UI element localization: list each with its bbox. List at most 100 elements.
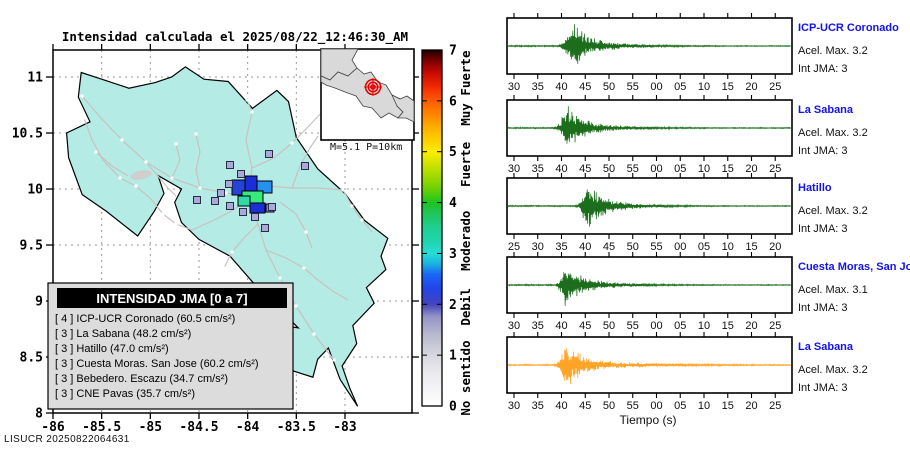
trace-tick-label: 20 [745,400,757,412]
trace-int-jma: Int JMA: 3 [798,145,848,157]
trace-tick-label: 10 [698,320,710,332]
trace-tick-label: 50 [603,163,615,175]
trace-tick-label: 05 [674,163,686,175]
trace-tick-label: 15 [745,241,757,253]
intensity-cell [249,202,266,214]
trace-tick-label: 25 [769,400,781,412]
colorbar-category-label: No sentido [458,340,473,415]
epicenter-bullseye-icon [367,81,379,93]
map-frame [52,49,413,414]
trace-tick-label: 10 [722,241,734,253]
trace-tick-label: 40 [555,400,567,412]
colorbar-category-label: Muy Fuerte [458,50,473,126]
station-square [193,196,201,204]
trace-tick-label: 15 [722,320,734,332]
trace-tick-label: 30 [508,163,520,175]
trace-acel-max: Acel. Max. 3.2 [798,205,868,217]
colorbar-number: 3 [449,247,457,262]
trace-tick-label: 40 [555,320,567,332]
trace-tick-label: 30 [508,400,520,412]
trace-tick-label: 25 [769,163,781,175]
station-square [239,208,247,216]
station-square [226,161,234,169]
trace-tick-label: 45 [579,320,591,332]
trace-tick-label: 55 [627,320,639,332]
seismogram-3: 25 30 35 40 45 50 55 00 05 10 15 20 [506,173,793,253]
trace-tick-label: 15 [722,400,734,412]
epicenter-inset-map [320,48,415,141]
epicenter-bullseye-icon [364,78,382,96]
colorbar-number: 5 [449,145,457,160]
station-square [237,170,245,178]
trace-tick-label: 45 [579,400,591,412]
trace-tick-label: 30 [532,241,544,253]
trace-station-name: La Sabana [798,341,854,353]
trace-tick-label: 20 [745,320,757,332]
colorbar-number: 4 [449,196,457,211]
trace-tick-label: 55 [627,400,639,412]
intensity-cell [237,195,251,207]
legend-title: INTENSIDAD JMA [0 a 7] [96,291,247,306]
legend-row: [ 3 ] Hatillo (47.0 cm/s²) [55,343,169,355]
trace-tick-label: 50 [603,320,615,332]
seismogram-4: 30 35 40 45 50 55 00 05 10 15 20 25 [506,252,793,332]
intensity-legend: [ 4 ] ICP-UCR Coronado (60.5 cm/s²) [ 3 ]… [47,282,294,410]
trace-tick-label: 20 [769,241,781,253]
trace-tick-label: 05 [698,241,710,253]
trace-tick-label: 25 [769,81,781,93]
trace-tick-label: 20 [745,81,757,93]
colorbar-number: 0 [449,400,457,415]
station-square [217,189,225,197]
y-tick-label: 11 [27,71,43,86]
trace-tick-label: 55 [627,163,639,175]
waveform-trace [507,272,791,306]
trace-tick-label: 45 [579,81,591,93]
x-tick-label: -86 [41,420,65,435]
station-square [226,202,234,210]
y-tick-label: 8 [35,407,43,422]
x-tick-label: -84.5 [179,420,218,435]
trace-tick-label: 35 [532,400,544,412]
x-tick-label: -85.5 [82,420,121,435]
trace-tick-label: 25 [508,241,520,253]
trace-tick-label: 50 [603,400,615,412]
trace-station-name: Cuesta Moras, San Jose [798,261,910,273]
waveform-trace [507,24,791,64]
x-tick-label: -84 [236,420,260,435]
seismogram-5: 30 35 40 45 50 55 00 05 10 15 20 25 [506,332,793,412]
trace-tick-label: 00 [674,241,686,253]
x-tick-label: -83 [333,420,356,435]
intensity-map-figure: -86 -85.5 -85 -84.5 -84 -83.5 -8388.599.51010.… [12,29,473,435]
station-square [225,180,233,188]
figure-title: Intensidad calculada el 2025/08/22_12:46… [62,29,408,45]
trace-tick-label: 40 [555,163,567,175]
y-tick-label: 9 [35,295,43,310]
station-square [268,203,276,211]
trace-int-jma: Int JMA: 3 [798,382,848,394]
y-tick-label: 9.5 [20,239,43,254]
station-markers [193,150,309,232]
intensity-cell [244,175,258,192]
trace-int-jma: Int JMA: 3 [798,223,848,235]
seismogram-1: 30 35 40 45 50 55 00 05 10 15 20 25 [506,13,793,93]
y-tick-label: 10 [27,183,43,198]
trace-station-name: Hatillo [798,182,832,194]
station-square [251,213,259,221]
magnitude-depth-label: M=5.1 P=10km [330,142,402,153]
legend-row: [ 3 ] Cuesta Moras. San Jose (60.2 cm/s²… [55,358,259,370]
intensity-colorbar: 7 6 5 4 3 2 1 0 No sentido Debil Moderado Fuerte Muy… [421,44,473,416]
trace-tick-label: 25 [769,320,781,332]
trace-tick-label: 15 [722,81,734,93]
trace-tick-label: 55 [627,81,639,93]
colorbar-number: 2 [449,298,457,313]
trace-tick-label: 05 [674,400,686,412]
trace-tick-label: 45 [603,241,615,253]
trace-int-jma: Int JMA: 3 [798,302,848,314]
trace-acel-max: Acel. Max. 3.2 [798,127,868,139]
waveform-trace [507,106,791,144]
trace-tick-label: 10 [698,81,710,93]
station-square [301,162,309,170]
colorbar-category-label: Debil [458,288,473,326]
trace-station-name: ICP-UCR Coronado [798,22,899,34]
legend-row: [ 3 ] Bebedero. Escazu (34.7 cm/s²) [55,373,228,385]
